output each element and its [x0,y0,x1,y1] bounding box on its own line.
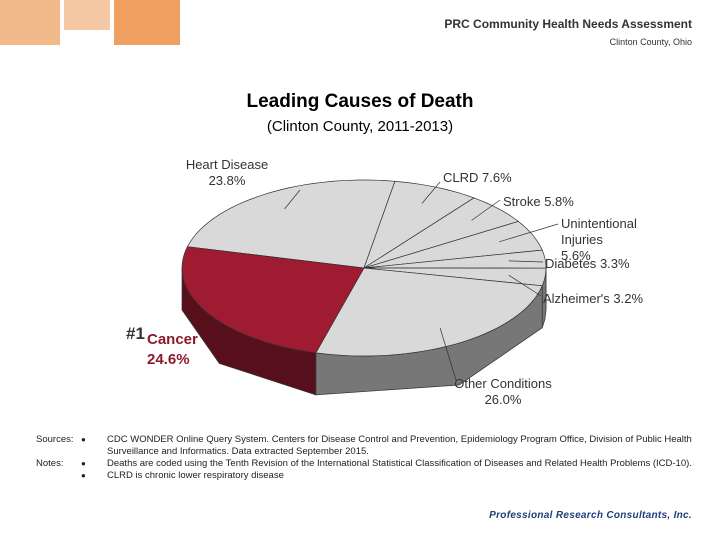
slice [363,249,547,269]
slice [181,246,365,354]
value-label: 5.6% [561,248,591,263]
leader-line [471,199,501,221]
category-label: Unintentional Injuries [561,216,637,247]
leader-line [439,327,457,381]
category-label: Alzheimer's [543,291,610,306]
leader-line [284,189,301,210]
slice [363,180,475,269]
slice [363,221,543,269]
decor-box [64,0,110,30]
source-item: CDC WONDER Online Query System. Centers … [81,434,696,458]
logo: Professional Research Consultants, Inc. [489,510,692,521]
category-label: Diabetes [545,256,597,271]
value-label: 24.6% [147,351,190,368]
sources: Sources: CDC WONDER Online Query System. … [36,434,696,458]
leader-line [421,181,441,204]
data-label: Diabetes 3.3% [545,256,630,272]
category-label: Heart Disease [185,157,269,172]
decor-box [0,0,60,45]
category-label: Stroke [503,194,541,209]
category-label: Cancer [147,331,198,348]
value-label: 7.6% [482,170,512,185]
footnotes: Sources: CDC WONDER Online Query System. … [36,434,696,482]
data-label: Cancer 24.6% [147,330,198,370]
slice [186,179,396,269]
leader-line [498,223,559,243]
data-label: CLRD 7.6% [443,170,512,186]
value-label: 26.0% [484,392,522,407]
data-label: Alzheimer's 3.2% [543,291,643,307]
category-label: CLRD [443,170,479,185]
leader-line [508,260,544,263]
notes: Notes: Deaths are coded using the Tenth R… [36,458,696,482]
decor-box [114,0,180,45]
header-subtitle: Clinton County, Ohio [609,37,692,47]
data-label: Heart Disease 23.8% [172,157,282,189]
chart-subtitle: (Clinton County, 2011-2013) [266,118,454,135]
sources-label: Sources: [36,434,74,445]
value-label: 3.2% [613,291,644,306]
slice [315,267,543,357]
data-label: Stroke 5.8% [503,194,574,210]
header-title: PRC Community Health Needs Assessment [444,17,692,31]
slice [363,197,520,269]
value-label: 3.3% [599,256,630,271]
value-label: 5.8% [544,194,574,209]
chart-title: Leading Causes of Death [246,91,474,112]
data-label: Unintentional Injuries 5.6% [561,216,656,264]
note-item: CLRD is chronic lower respiratory diseas… [81,470,696,482]
leader-line [508,274,542,297]
annotation: #1 [126,324,145,343]
data-label: Other Conditions 26.0% [443,376,563,408]
value-label: 23.8% [208,173,246,188]
notes-label: Notes: [36,458,64,469]
note-item: Deaths are coded using the Tenth Revisio… [81,458,696,470]
category-label: Other Conditions [454,376,552,391]
